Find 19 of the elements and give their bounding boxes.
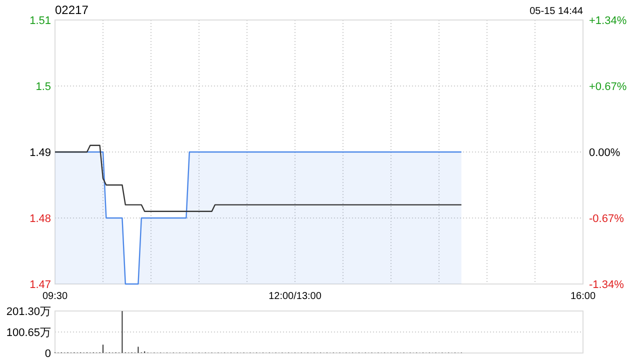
- y-tick-label: 1.49: [30, 147, 51, 159]
- y-tick-label: 100.65万: [6, 327, 51, 339]
- y-tick-label: 201.30万: [6, 306, 51, 318]
- y-tick-label: 1.48: [30, 213, 51, 225]
- chart-subtitle: 05-15 14:44: [530, 6, 584, 17]
- x-tick-label: 09:30: [42, 291, 68, 302]
- y-tick-label: 0: [44, 348, 51, 360]
- y2-tick-label: -1.34%: [589, 279, 624, 291]
- y2-tick-label: -0.67%: [589, 213, 624, 225]
- chart-title: 02217: [55, 3, 89, 17]
- y-tick-label: 1.51: [30, 15, 51, 27]
- y2-tick-label: +0.67%: [589, 81, 627, 93]
- y2-tick-label: 0.00%: [589, 147, 620, 159]
- x-tick-label: 12:00/13:00: [268, 291, 322, 302]
- y-tick-label: 1.47: [30, 279, 51, 291]
- line-series: [54, 144, 462, 212]
- y2-tick-label: +1.34%: [589, 15, 627, 27]
- x-tick-label: 16:00: [570, 291, 596, 302]
- y-tick-label: 1.5: [36, 81, 51, 93]
